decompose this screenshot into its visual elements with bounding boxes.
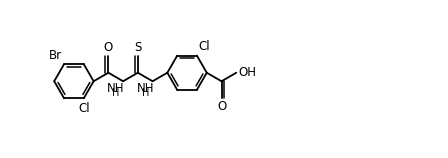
Text: NH: NH [107,82,125,95]
Text: H: H [142,88,149,98]
Text: H: H [112,88,120,98]
Text: Br: Br [49,49,62,62]
Text: O: O [217,100,226,113]
Text: NH: NH [137,82,154,95]
Text: O: O [104,41,113,54]
Text: OH: OH [238,66,256,79]
Text: S: S [134,41,142,54]
Text: Cl: Cl [199,40,210,53]
Text: Cl: Cl [78,102,90,115]
